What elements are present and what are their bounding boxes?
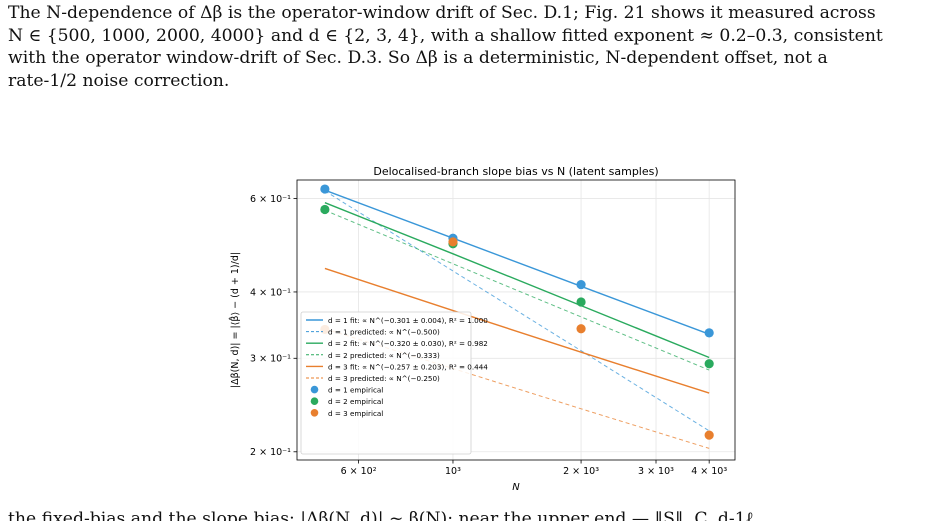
data-point — [704, 328, 714, 338]
legend-label: d = 2 predicted: ∝ N^(−0.333) — [328, 351, 440, 360]
legend-label: d = 1 empirical — [328, 386, 383, 395]
x-tick-label: 6 × 10² — [341, 466, 377, 477]
data-point — [576, 324, 586, 334]
predicted-line — [324, 190, 710, 432]
data-point — [320, 184, 330, 194]
predicted-line — [324, 209, 710, 371]
y-tick-label: 3 × 10⁻¹ — [250, 354, 291, 365]
legend-label: d = 1 predicted: ∝ N^(−0.500) — [328, 328, 440, 337]
slope-bias-chart: 6 × 10² 10³ 2 × 10³ 3 × 10³ 4 × 10³ 2 × 10⁻¹ 3… — [228, 165, 736, 493]
legend-label: d = 3 predicted: ∝ N^(−0.250) — [328, 374, 440, 383]
x-axis-label: N — [512, 482, 520, 493]
paragraph-line: rate-1/2 noise correction. — [8, 70, 230, 91]
fit-line — [324, 267, 710, 394]
plot-frame — [296, 179, 736, 461]
legend-box — [300, 311, 472, 455]
data-point — [576, 297, 586, 307]
legend-marker-swatch — [310, 397, 319, 405]
data-point — [704, 359, 714, 369]
bottom-text-line: the fixed-bias and the slope bias: |Δβ(N… — [8, 509, 754, 529]
legend-label: d = 2 fit: ∝ N^(−0.320 ± 0.030), R² = 0.… — [328, 339, 488, 348]
data-point — [576, 279, 586, 290]
legend-label: d = 1 fit: ∝ N^(−0.301 ± 0.004), R² = 1.… — [328, 316, 488, 325]
body-paragraph: The N-dependence of Δβ is the operator-w… — [8, 2, 941, 92]
legend-marker-swatch — [310, 409, 319, 417]
fit-line — [324, 189, 710, 335]
y-tick-label: 2 × 10⁻¹ — [250, 447, 291, 458]
x-tick-label: 3 × 10³ — [638, 466, 674, 477]
y-axis-label: |Δβ(N, d)| = |⟨β̂⟩ − (d + 1)/d| — [228, 252, 241, 388]
x-tick-label: 4 × 10³ — [691, 466, 727, 477]
data-point — [704, 430, 714, 440]
legend-label: d = 2 empirical — [328, 397, 383, 406]
fit-line — [324, 202, 710, 359]
y-tick-label: 4 × 10⁻¹ — [250, 287, 291, 298]
legend-label: d = 3 fit: ∝ N^(−0.257 ± 0.203), R² = 0.… — [328, 362, 488, 371]
data-point — [320, 204, 330, 215]
legend-label: d = 3 empirical — [328, 409, 383, 418]
paragraph-line: with the operator window-drift of Sec. D… — [8, 48, 828, 69]
x-tick-label: 2 × 10³ — [563, 466, 599, 477]
paragraph-line: N ∈ {500, 1000, 2000, 4000} and d ∈ {2, … — [8, 25, 883, 46]
legend-marker-swatch — [310, 385, 319, 394]
y-tick-label: 6 × 10⁻¹ — [250, 194, 291, 205]
data-point — [448, 237, 458, 247]
chart-title: Delocalised-branch slope bias vs N (late… — [373, 165, 658, 178]
paragraph-line: The N-dependence of Δβ is the operator-w… — [8, 3, 876, 23]
x-tick-label: 10³ — [445, 466, 461, 477]
